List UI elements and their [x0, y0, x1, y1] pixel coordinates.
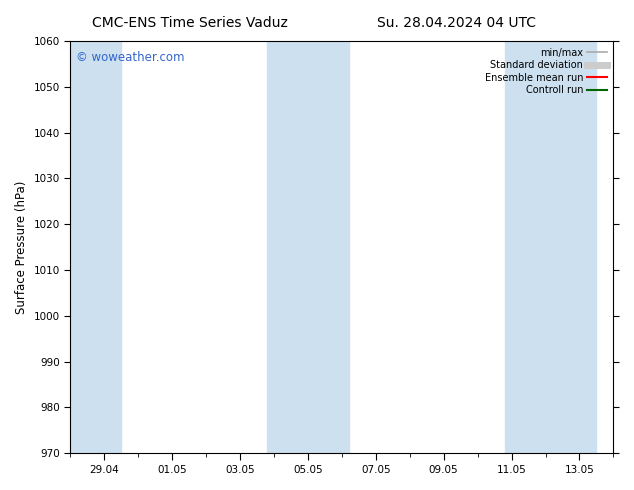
Legend: min/max, Standard deviation, Ensemble mean run, Controll run: min/max, Standard deviation, Ensemble me…: [483, 46, 609, 97]
Bar: [505, 41, 597, 453]
Text: Su. 28.04.2024 04 UTC: Su. 28.04.2024 04 UTC: [377, 16, 536, 30]
Bar: [70, 41, 121, 453]
Bar: [267, 41, 349, 453]
Y-axis label: Surface Pressure (hPa): Surface Pressure (hPa): [15, 180, 28, 314]
Text: CMC-ENS Time Series Vaduz: CMC-ENS Time Series Vaduz: [93, 16, 288, 30]
Text: © woweather.com: © woweather.com: [75, 51, 184, 64]
